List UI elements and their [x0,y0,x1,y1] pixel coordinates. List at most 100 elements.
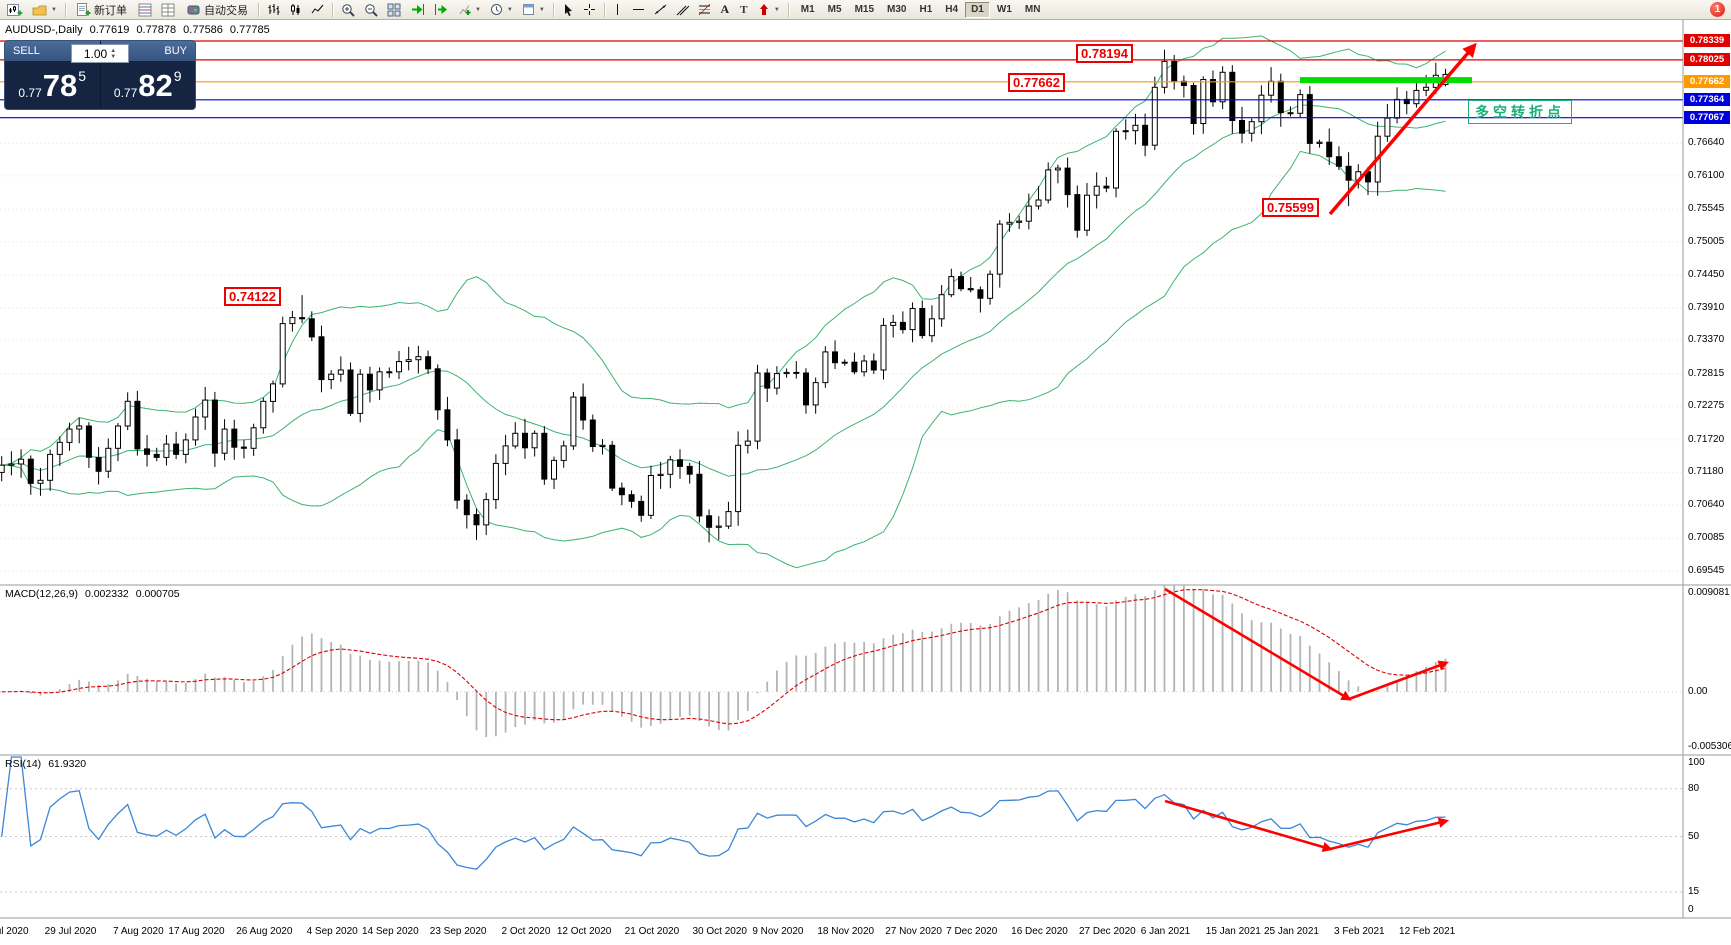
timeframe-group: M1 M5 M15 M30 H1 H4 D1 W1 MN [795,1,1047,18]
arrow-symbol-icon [759,4,768,15]
date-axis-label: 9 Nov 2020 [752,926,804,937]
arrows-tool-button[interactable]: ▼ [754,1,784,19]
line-chart-icon [311,4,324,14]
data-window-button[interactable] [157,1,179,19]
toolbar-separator [331,2,333,17]
vertical-line-icon [617,4,619,15]
tile-windows-button[interactable] [383,1,405,19]
buy-price-prefix: 0.77 [113,86,138,100]
date-axis-label: 3 Feb 2021 [1333,926,1385,937]
lot-size-value: 1.00 [83,46,108,61]
price-line-tag: 0.77364 [1684,92,1730,106]
trendline-tool-button[interactable] [650,1,671,19]
price-annotation-label[interactable]: 0.77662 [1008,73,1065,92]
candlestick-chart-icon [290,4,300,15]
chart-canvas[interactable] [0,20,1731,945]
macd-signal-line [1,589,1446,725]
market-watch-button[interactable] [134,1,156,19]
horizontal-line-icon [632,9,644,10]
channel-tool-button[interactable] [672,1,693,19]
new-chart-button[interactable] [3,1,27,19]
crosshair-button[interactable] [579,1,600,19]
auto-scroll-button[interactable] [406,1,429,19]
low-value: 0.77586 [183,24,223,36]
timeframe-w1-button[interactable]: W1 [996,4,1012,15]
label-tool-icon: T [740,3,748,16]
turning-point-label[interactable]: 多空转折点 [1468,100,1572,124]
indicators-button[interactable]: ▼ [454,1,485,19]
new-order-button[interactable]: 新订单 [70,1,133,19]
new-order-label: 新订单 [93,4,127,17]
date-axis-label: 7 Aug 2020 [113,926,164,937]
trendline-icon [654,4,667,15]
chart-shift-icon [434,4,447,15]
sell-price-pip: 5 [78,68,87,84]
label-tool-button[interactable]: T [735,1,753,19]
lot-increase-button[interactable]: ▲ [110,47,117,54]
bar-chart-button[interactable] [263,1,284,19]
timeframe-d1-button[interactable]: D1 [965,1,990,18]
lot-size-input[interactable]: 1.00 ▲ ▼ [71,44,129,63]
price-line-tag: 0.78339 [1684,34,1730,47]
timeframe-h1-button[interactable]: H1 [919,4,933,15]
notifications-badge[interactable]: 1 [1710,2,1725,17]
rsi-axis-label: 100 [1688,757,1705,768]
caret-down-icon: ▼ [506,6,513,13]
caret-down-icon: ▼ [51,6,57,13]
timeframe-m15-button[interactable]: M15 [854,4,875,15]
date-axis-label: 20 Jul 2020 [0,926,29,937]
macd-main-value: 0.002332 [84,588,129,600]
buy-price: 0.77 82 9 [101,61,196,109]
candlestick-chart-button[interactable] [285,1,306,19]
date-axis-label: 14 Sep 2020 [361,926,419,937]
toolbar-separator [64,2,66,17]
tile-windows-icon [387,3,401,16]
price-axis-label: 0.76100 [1688,169,1725,181]
price-axis-label: 0.75545 [1688,203,1725,215]
price-annotation-label[interactable]: 0.74122 [224,287,281,306]
market-watch-icon [138,3,152,16]
macd-name: MACD(12,26,9) [5,588,78,600]
autotrading-button[interactable]: 自动交易 [180,1,254,19]
autotrading-label: 自动交易 [203,4,248,17]
lot-spinner: ▲ ▼ [110,48,116,60]
timeframe-m1-button[interactable]: M1 [800,4,815,15]
templates-button[interactable]: ▼ [518,1,549,19]
timeframe-m5-button[interactable]: M5 [827,4,842,15]
text-tool-button[interactable]: A [716,1,734,19]
timeframe-mn-button[interactable]: MN [1024,4,1041,15]
lot-decrease-button[interactable]: ▼ [110,53,117,60]
zoom-in-button[interactable] [337,1,359,19]
symbol-period-label: AUDUSD-,Daily [5,24,83,36]
rsi-name: RSI(14) [5,758,42,770]
crosshair-icon [583,4,595,15]
rsi-axis-label: 80 [1688,782,1700,794]
price-axis-label: 0.73910 [1688,301,1725,313]
macd-axis-label: -0.005306 [1688,741,1731,752]
line-chart-button[interactable] [307,1,328,19]
rsi-label: RSI(14) 61.9320 [5,758,86,770]
chart-shift-button[interactable] [430,1,453,19]
caret-down-icon: ▼ [538,6,545,13]
vertical-line-tool-button[interactable] [609,1,627,19]
zoom-out-button[interactable] [360,1,382,19]
timeframe-h4-button[interactable]: H4 [945,4,959,15]
cursor-button[interactable] [558,1,578,19]
support-zone-highlight [1300,77,1472,84]
price-axis-label: 0.70085 [1688,532,1725,544]
fibonacci-tool-button[interactable] [694,1,715,19]
horizontal-line-tool-button[interactable] [628,1,649,19]
price-line-tag: 0.77662 [1684,74,1730,88]
sell-price-big: 78 [42,67,78,103]
periods-button[interactable]: ▼ [486,1,517,19]
sell-price: 0.77 78 5 [5,61,100,109]
auto-scroll-icon [411,4,424,15]
date-axis-label: 2 Oct 2020 [501,926,551,937]
autotrading-icon [187,5,200,14]
candles-layer [0,49,1449,543]
timeframe-m30-button[interactable]: M30 [887,4,907,15]
price-annotation-label[interactable]: 0.75599 [1262,198,1319,217]
price-annotation-label[interactable]: 0.78194 [1076,44,1133,63]
profiles-button[interactable]: ▼ [28,1,61,19]
